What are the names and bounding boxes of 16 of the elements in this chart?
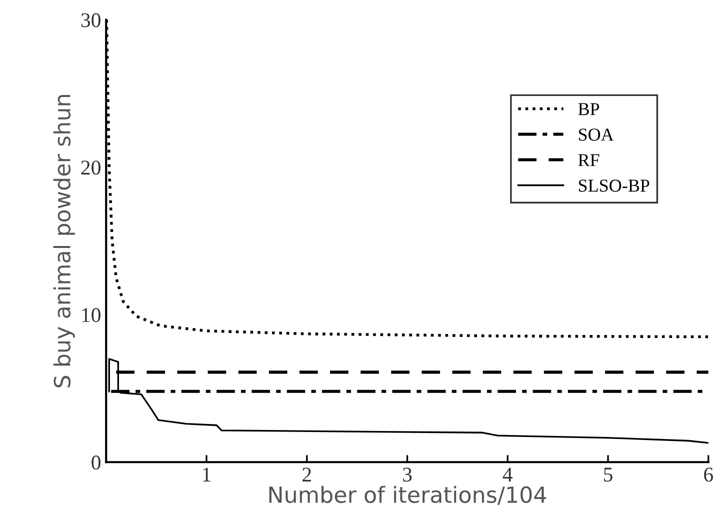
legend-label: BP xyxy=(578,103,600,116)
legend-label: SOA xyxy=(578,128,614,141)
y-axis-title: S buy animal powder shun xyxy=(53,95,75,388)
x-tick-label: 3 xyxy=(403,468,412,482)
legend-label: RF xyxy=(578,154,600,166)
y-tick-label: 10 xyxy=(82,308,100,322)
x-tick-label: 5 xyxy=(604,468,612,482)
y-tick-label: 30 xyxy=(81,13,100,28)
x-tick-label: 1 xyxy=(203,468,210,482)
x-tick-label: 6 xyxy=(704,468,713,482)
legend-label: SLSO-BP xyxy=(578,180,650,192)
y-tick-label: 20 xyxy=(81,160,100,175)
x-tick-label: 4 xyxy=(502,468,513,482)
y-tick-label: 0 xyxy=(92,456,100,470)
x-axis-title: Number of iterations/104 xyxy=(269,486,546,505)
x-tick-label: 2 xyxy=(302,468,311,482)
